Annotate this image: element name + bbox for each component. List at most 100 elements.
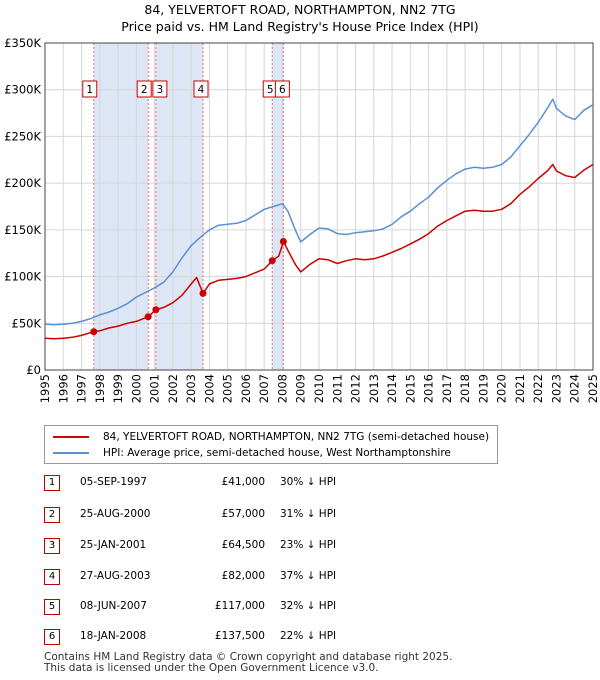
legend-item-hpi: HPI: Average price, semi-detached house,…: [53, 445, 451, 461]
property-price-line: [44, 163, 594, 340]
footer-copyright: Contains HM Land Registry data © Crown c…: [44, 651, 453, 663]
sale-number-box: 4: [193, 80, 209, 98]
sale-point: [90, 328, 98, 336]
x-tick-label: 2018: [458, 374, 472, 403]
sale-box-border: [193, 80, 209, 98]
x-tick-label: 2004: [202, 374, 216, 403]
x-tick-label: 2008: [275, 374, 289, 403]
y-tick-label: £100K: [4, 270, 41, 284]
sale-box-border: [152, 80, 168, 98]
sale-date: 18-JAN-2008: [80, 630, 147, 642]
plot-frame: [44, 42, 594, 371]
x-tick-label: 2019: [476, 374, 490, 403]
sale-date: 08-JUN-2007: [80, 600, 147, 612]
sale-number: 1: [44, 475, 60, 491]
x-tick-label: 2000: [129, 374, 143, 403]
sale-hpi-diff: 37% ↓ HPI: [280, 570, 337, 582]
x-tick-label: 2014: [385, 374, 399, 403]
sale-date: 27-AUG-2003: [80, 570, 151, 582]
sale-number: 3: [44, 538, 60, 554]
sale-point: [152, 306, 160, 314]
sale-number-box: 1: [82, 80, 98, 98]
y-tick-label: £200K: [4, 176, 41, 190]
sale-hpi-diff: 22% ↓ HPI: [280, 630, 337, 642]
x-tick-label: 2006: [239, 374, 253, 403]
x-tick-label: 2001: [148, 374, 162, 403]
sale-price: £82,000: [221, 570, 265, 582]
x-tick-label: 2024: [568, 374, 582, 403]
x-tick-label: 1997: [75, 374, 89, 403]
x-tick-label: 2007: [257, 374, 271, 403]
x-tick-label: 2005: [221, 374, 235, 403]
sale-price: £64,500: [221, 539, 265, 551]
sale-number: 2: [44, 507, 60, 523]
x-tick-label: 2022: [531, 374, 545, 403]
sale-hpi-diff: 30% ↓ HPI: [280, 476, 337, 488]
x-tick-label: 2013: [367, 374, 381, 403]
sale-hpi-diff: 31% ↓ HPI: [280, 508, 337, 520]
x-tick-label: 1996: [56, 374, 70, 403]
x-tick-label: 2010: [312, 374, 326, 403]
sale-box-label: 5: [267, 84, 274, 96]
sale-hpi-diff: 23% ↓ HPI: [280, 539, 337, 551]
x-tick-label: 2003: [184, 374, 198, 403]
sale-box-label: 1: [86, 84, 93, 96]
chart-subtitle: Price paid vs. HM Land Registry's House …: [121, 19, 479, 34]
legend-swatch-property: [53, 436, 89, 438]
sale-price: £117,000: [214, 600, 265, 612]
legend-label-property: 84, YELVERTOFT ROAD, NORTHAMPTON, NN2 7T…: [103, 431, 490, 443]
y-tick-label: £50K: [12, 316, 42, 330]
x-tick-label: 2012: [349, 374, 363, 403]
footer: Contains HM Land Registry data © Crown c…: [44, 652, 452, 674]
sale-box-label: 2: [141, 84, 148, 96]
sale-box-label: 6: [279, 84, 286, 96]
sale-box-label: 3: [157, 84, 164, 96]
hpi-line: [44, 98, 594, 326]
sale-row: 1 05-SEP-1997 £41,000 30% ↓ HPI: [0, 475, 600, 491]
sale-number: 5: [44, 599, 60, 615]
x-tick-label: 1999: [111, 374, 125, 403]
sale-box-border: [274, 80, 290, 98]
x-tick-label: 2015: [403, 374, 417, 403]
sale-point: [199, 289, 207, 297]
sale-row: 4 27-AUG-2003 £82,000 37% ↓ HPI: [0, 569, 600, 585]
y-tick-label: £250K: [4, 129, 41, 143]
sale-number-box: 6: [274, 80, 290, 98]
sale-number-box: 2: [136, 80, 152, 98]
x-tick-label: 1998: [93, 374, 107, 403]
x-tick-label: 2011: [330, 374, 344, 403]
sale-box-border: [82, 80, 98, 98]
y-tick-label: £350K: [4, 36, 41, 50]
sale-box-label: 4: [198, 84, 205, 96]
sale-date: 25-AUG-2000: [80, 508, 151, 520]
sale-period-shade: [272, 43, 284, 370]
chart-title: 84, YELVERTOFT ROAD, NORTHAMPTON, NN2 7T…: [144, 2, 456, 17]
sale-hpi-diff: 32% ↓ HPI: [280, 600, 337, 612]
x-tick-label: 2023: [549, 374, 563, 403]
legend-swatch-hpi: [53, 452, 89, 454]
x-tick-label: 2025: [586, 374, 600, 403]
sale-number-box: 3: [152, 80, 168, 98]
x-tick-label: 2002: [166, 374, 180, 403]
x-tick-label: 2020: [495, 374, 509, 403]
sale-row: 5 08-JUN-2007 £117,000 32% ↓ HPI: [0, 599, 600, 615]
x-tick-label: 1995: [38, 374, 52, 403]
legend: 84, YELVERTOFT ROAD, NORTHAMPTON, NN2 7T…: [44, 425, 498, 464]
y-tick-label: £300K: [4, 83, 41, 97]
price-chart: £0 £50K £100K £150K £200K £250K £300K £350K 1995…: [4, 36, 600, 403]
sale-point: [279, 238, 287, 246]
sale-price: £137,500: [214, 630, 265, 642]
y-tick-label: £150K: [4, 223, 41, 237]
sale-date: 25-JAN-2001: [80, 539, 147, 551]
sale-point: [268, 257, 276, 265]
x-tick-label: 2017: [440, 374, 454, 403]
x-tick-label: 2009: [294, 374, 308, 403]
y-tick-label: £0: [26, 363, 41, 377]
sale-date: 05-SEP-1997: [80, 476, 148, 488]
sale-row: 2 25-AUG-2000 £57,000 31% ↓ HPI: [0, 507, 600, 523]
footer-license: This data is licensed under the Open Gov…: [44, 662, 379, 674]
x-tick-label: 2016: [422, 374, 436, 403]
sale-price: £57,000: [221, 508, 265, 520]
sale-row: 6 18-JAN-2008 £137,500 22% ↓ HPI: [0, 629, 600, 645]
sale-number: 4: [44, 569, 60, 585]
